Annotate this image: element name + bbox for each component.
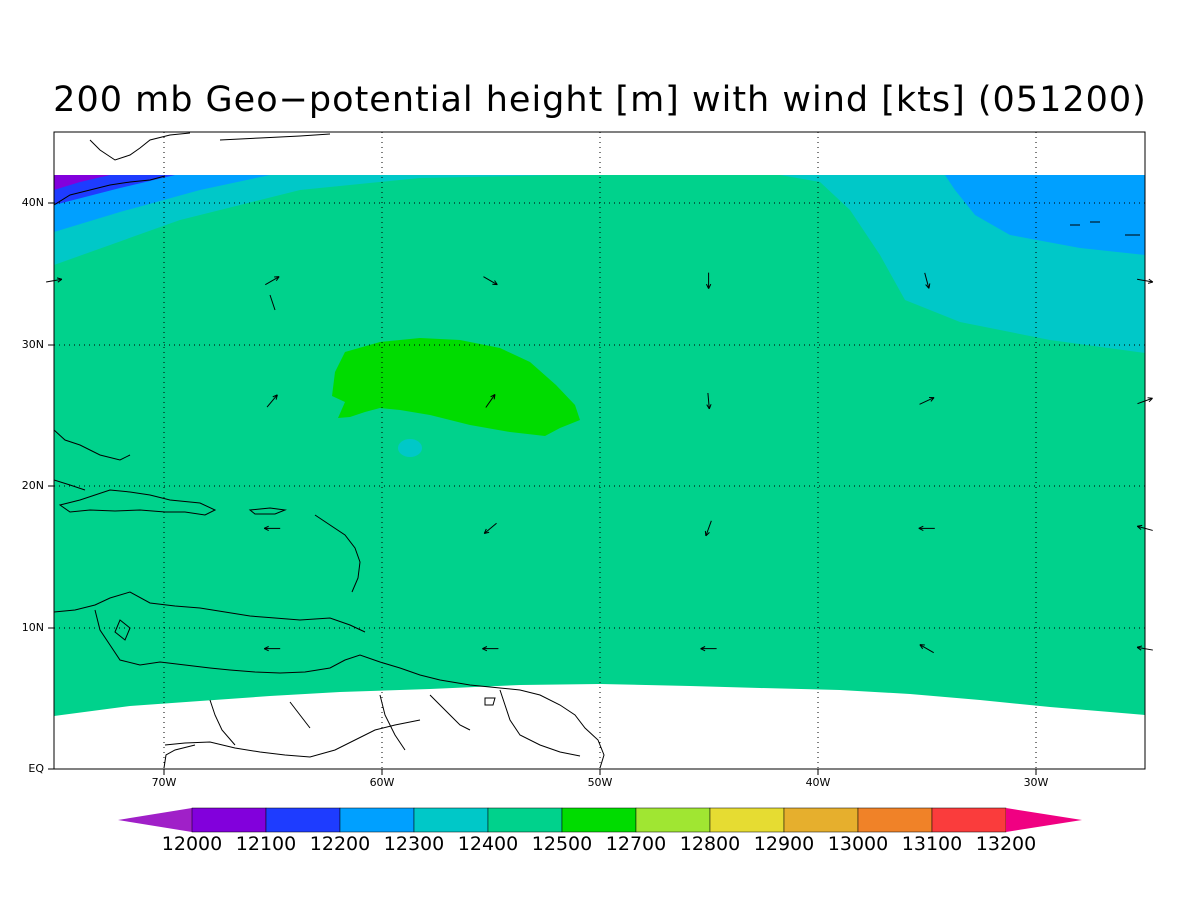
colorbar-label: 12300 [383, 833, 445, 855]
colorbar-label: 12500 [531, 833, 593, 855]
wind-arrow [266, 394, 278, 408]
map-title: 200 mb Geo−potential height [m] with win… [53, 80, 1147, 120]
wind-arrow [485, 393, 496, 408]
colorbar [118, 807, 1082, 833]
colorbar-swatch [709, 807, 785, 833]
wind-arrow [483, 522, 497, 534]
colorbar-label: 12400 [457, 833, 519, 855]
colorbar-swatch [339, 807, 415, 833]
height-band-12000 [54, 175, 110, 190]
colorbar-swatch [931, 807, 1007, 833]
height-band-12400 [54, 175, 1145, 716]
colorbar-label: 13000 [827, 833, 889, 855]
wind-arrow [263, 646, 281, 652]
lat-label-40n: 40N [21, 196, 44, 209]
colorbar-label: 13200 [975, 833, 1037, 855]
wind-arrow [919, 397, 935, 405]
wind-arrow [700, 646, 717, 652]
wind-arrow [924, 272, 931, 289]
colorbar-label: 13100 [901, 833, 963, 855]
colorbar-label: 12700 [605, 833, 667, 855]
colorbar-arrow-left [118, 808, 192, 832]
colorbar-arrow-right [1006, 808, 1082, 832]
height-band-12300 [54, 175, 1145, 353]
wind-arrow [704, 520, 712, 537]
height-blob-12300 [398, 439, 422, 457]
wind-arrow [919, 644, 934, 654]
graticule [54, 132, 1145, 769]
height-band-12100 [54, 175, 175, 205]
wind-arrow [265, 276, 280, 286]
colorbar-swatch [487, 807, 563, 833]
wind-arrow [482, 646, 499, 652]
axis-ticks [48, 202, 1037, 775]
colorbar-swatch [191, 807, 267, 833]
lon-label-60w: 60W [369, 776, 395, 789]
wind-arrow [705, 272, 712, 289]
colorbar-label: 12100 [235, 833, 297, 855]
colorbar-label: 12800 [679, 833, 741, 855]
colorbar-label: 12000 [161, 833, 223, 855]
lon-label-70w: 70W [151, 776, 177, 789]
colorbar-label: 12200 [309, 833, 371, 855]
colorbar-swatch [561, 807, 637, 833]
lon-label-40w: 40W [805, 776, 831, 789]
lat-label-30n: 30N [21, 338, 44, 351]
colorbar-swatch [635, 807, 711, 833]
colorbar-swatch [857, 807, 933, 833]
wind-arrow [706, 392, 712, 410]
colorbar-label: 12900 [753, 833, 815, 855]
colorbar-swatch [783, 807, 859, 833]
lon-label-30w: 30W [1023, 776, 1049, 789]
lon-label-50w: 50W [587, 776, 613, 789]
coastlines [54, 132, 1140, 769]
colorbar-swatch [265, 807, 341, 833]
lat-label-10n: 10N [21, 621, 44, 634]
wind-vectors [46, 272, 1154, 654]
lat-label-eq: EQ [28, 762, 44, 775]
height-field [54, 175, 1145, 716]
wind-arrow [263, 525, 281, 531]
colorbar-swatch [413, 807, 489, 833]
wind-arrow [483, 276, 498, 286]
lat-label-20n: 20N [21, 479, 44, 492]
wind-arrow [918, 525, 935, 531]
height-band-12500 [332, 338, 580, 436]
